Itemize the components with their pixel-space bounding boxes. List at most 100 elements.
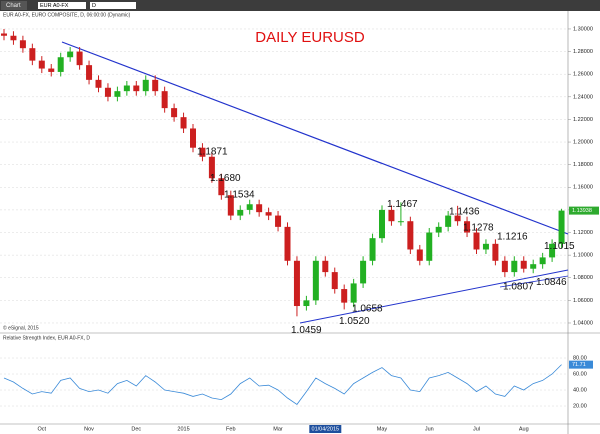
candle-body xyxy=(67,51,74,58)
interval-input[interactable] xyxy=(90,2,136,9)
candle-body xyxy=(190,128,196,148)
candle-body xyxy=(133,85,140,92)
candle-body xyxy=(435,226,442,233)
chart-title: DAILY EURUSD xyxy=(255,29,365,46)
candle-body xyxy=(501,260,508,273)
symbol-input[interactable] xyxy=(38,2,86,9)
indicator-name: Relative Strength Index, EUR A0-FX, D xyxy=(3,335,90,341)
annotation: 1.0846 xyxy=(536,277,567,288)
candle-body xyxy=(76,51,83,66)
candle-body xyxy=(520,260,527,269)
annotation: 1.0807 xyxy=(503,282,534,293)
candle-body xyxy=(86,65,93,80)
subtitle: EUR A0-FX, EURO COMPOSITE, D, 06:00:00 (… xyxy=(3,12,131,18)
x-tick-label: Jul xyxy=(473,426,480,432)
candle-body xyxy=(208,156,215,179)
price-highlight xyxy=(569,206,599,215)
candle-body xyxy=(180,117,187,129)
y-tick-label: 1.04000 xyxy=(573,320,593,326)
candle-body xyxy=(312,260,319,301)
candle-body xyxy=(369,238,376,261)
annotation: 1.1278 xyxy=(463,222,494,233)
candle-body xyxy=(341,289,348,303)
candle-body xyxy=(388,209,395,222)
annotation: 1.1680 xyxy=(210,173,241,184)
y-tick-label: 1.12000 xyxy=(573,230,593,236)
candle-body xyxy=(558,210,565,244)
annotation: 1.1436 xyxy=(449,206,480,217)
candle-body xyxy=(293,260,300,307)
annotation: 1.0459 xyxy=(291,325,322,336)
indicator-line xyxy=(3,364,562,405)
candle-body xyxy=(123,85,130,92)
candle-body xyxy=(331,272,338,290)
candle-body xyxy=(142,79,149,92)
annotation: 1.1534 xyxy=(224,189,255,200)
candle-body xyxy=(530,264,537,269)
annotation: 1.1015 xyxy=(544,241,575,252)
candle-body xyxy=(95,79,102,88)
y-tick-label: 1.16000 xyxy=(573,185,593,191)
candle-body xyxy=(152,79,159,92)
trendline xyxy=(61,41,569,235)
y-tick-label: 1.26000 xyxy=(573,72,593,78)
candle-body xyxy=(256,204,263,213)
candle-body xyxy=(38,60,45,69)
x-tick-label: 01/04/2015 xyxy=(312,426,340,432)
candle-body xyxy=(407,221,414,250)
candle-body xyxy=(104,87,111,97)
y-tick-label: 40.00 xyxy=(573,387,587,393)
candle-body xyxy=(265,212,272,216)
y-tick-label: 1.08000 xyxy=(573,275,593,281)
candle-body xyxy=(454,215,461,222)
y-tick-label: 60.00 xyxy=(573,371,587,377)
y-tick-label: 1.10000 xyxy=(573,253,593,259)
indicator-highlight-label: 71.71 xyxy=(572,362,586,368)
x-tick-label: Feb xyxy=(226,426,235,432)
candle-body xyxy=(57,57,64,72)
y-tick-label: 1.24000 xyxy=(573,94,593,100)
candle-body xyxy=(473,232,480,250)
y-tick-label: 1.30000 xyxy=(573,26,593,32)
tab[interactable] xyxy=(1,1,27,10)
trendline xyxy=(499,275,569,288)
candle-body xyxy=(48,68,55,72)
candle-body xyxy=(29,48,36,61)
trendline xyxy=(299,269,569,324)
x-tick-label: Nov xyxy=(84,426,94,432)
y-tick-label: 20.00 xyxy=(573,403,587,409)
candle-body xyxy=(171,108,178,118)
candle-body xyxy=(464,221,471,233)
annotation: 1.0520 xyxy=(339,316,370,327)
y-tick-label: 1.28000 xyxy=(573,49,593,55)
candle-body xyxy=(549,243,556,258)
toolbar xyxy=(0,0,600,11)
candle-body xyxy=(199,147,206,157)
annotation: 1.0658 xyxy=(352,303,383,314)
x-label-highlight xyxy=(309,425,342,433)
candle-body xyxy=(482,243,489,250)
candle-body xyxy=(161,91,168,109)
x-tick-label: May xyxy=(377,426,388,432)
candle-body xyxy=(246,204,253,210)
y-tick-label: 1.06000 xyxy=(573,298,593,304)
copyright: © eSignal, 2015 xyxy=(3,324,39,331)
candle-body xyxy=(539,257,546,265)
candle-body xyxy=(492,243,499,261)
symbol-text: EUR A0-FX xyxy=(40,3,69,9)
candle-body xyxy=(416,249,423,261)
x-tick-label: Jun xyxy=(425,426,434,432)
candle-body xyxy=(322,260,329,273)
candle-body xyxy=(1,33,7,36)
candle-body xyxy=(227,195,234,216)
x-tick-label: Mar xyxy=(273,426,283,432)
x-tick-label: Aug xyxy=(519,426,529,432)
price-highlight-label: 1.13938 xyxy=(572,208,592,214)
y-tick-label: 1.22000 xyxy=(573,117,593,123)
candle-body xyxy=(445,215,452,227)
y-tick-label: 1.20000 xyxy=(573,140,593,146)
candle-body xyxy=(379,209,385,239)
x-tick-label: Oct xyxy=(38,426,47,432)
candle-body xyxy=(237,209,244,216)
